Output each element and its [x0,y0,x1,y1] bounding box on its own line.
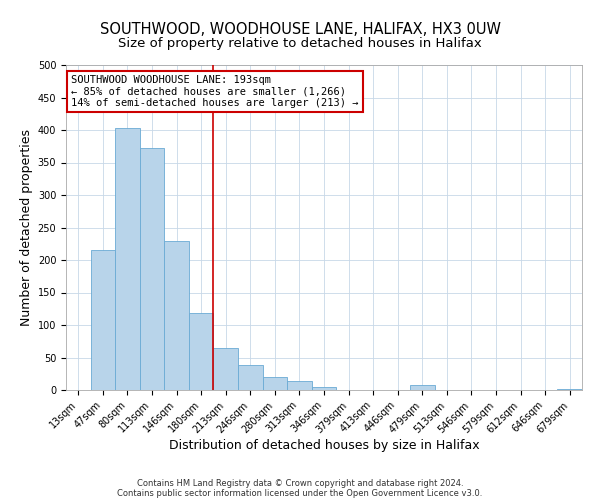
Bar [115,128,140,390]
Bar [189,312,214,390]
Text: Size of property relative to detached houses in Halifax: Size of property relative to detached ho… [118,38,482,51]
Bar [238,364,263,390]
Y-axis label: Number of detached properties: Number of detached properties [20,129,34,326]
Bar [410,386,434,390]
Text: Contains HM Land Registry data © Crown copyright and database right 2024.: Contains HM Land Registry data © Crown c… [137,478,463,488]
Text: SOUTHWOOD WOODHOUSE LANE: 193sqm
← 85% of detached houses are smaller (1,266)
14: SOUTHWOOD WOODHOUSE LANE: 193sqm ← 85% o… [71,74,359,108]
Bar [214,348,238,390]
Bar [164,241,189,390]
Bar [557,388,582,390]
Bar [312,387,336,390]
X-axis label: Distribution of detached houses by size in Halifax: Distribution of detached houses by size … [169,439,479,452]
Bar [91,250,115,390]
Bar [140,148,164,390]
Text: Contains public sector information licensed under the Open Government Licence v3: Contains public sector information licen… [118,488,482,498]
Bar [287,381,312,390]
Text: SOUTHWOOD, WOODHOUSE LANE, HALIFAX, HX3 0UW: SOUTHWOOD, WOODHOUSE LANE, HALIFAX, HX3 … [100,22,500,38]
Bar [263,377,287,390]
